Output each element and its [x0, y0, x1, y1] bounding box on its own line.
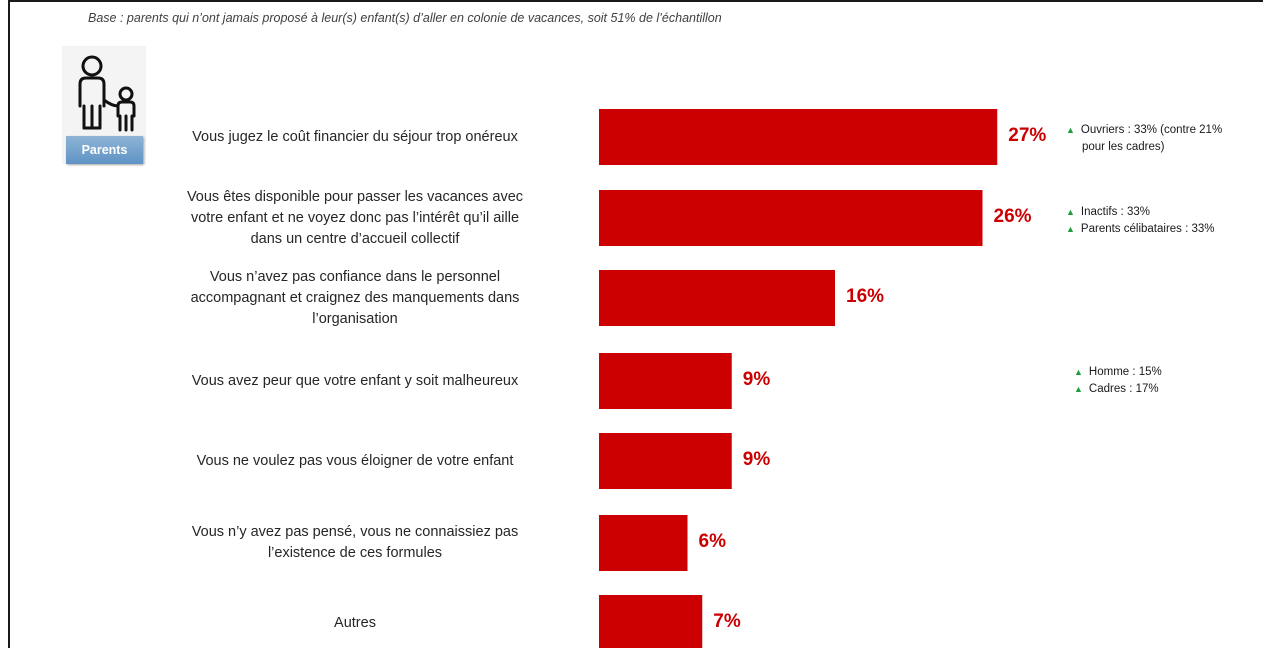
- category-label-line: l’existence de ces formules: [267, 545, 443, 561]
- category-label-3: Vous n’avez pas confiance dans le person…: [135, 267, 575, 330]
- bar-5: [599, 433, 732, 489]
- category-label-line: Vous avez peur que votre enfant y soit m…: [191, 372, 519, 389]
- category-label-line: votre enfant et ne voyez donc pas l’inté…: [190, 209, 520, 226]
- bar-3: [599, 270, 835, 326]
- chart-frame: [8, 0, 1263, 648]
- category-label-4: Vous avez peur que votre enfant y soit m…: [135, 371, 575, 392]
- category-label-2: Vous êtes disponible pour passer les vac…: [135, 187, 575, 250]
- subgroup-note-text: Parents célibataires : 33%: [1080, 223, 1215, 235]
- parents-badge: Parents: [66, 136, 143, 164]
- category-label-line: Vous n’y avez pas pensé, vous ne connais…: [191, 524, 519, 540]
- value-label-2: 26%: [993, 206, 1032, 227]
- category-label-line: Vous êtes disponible pour passer les vac…: [186, 188, 524, 205]
- subgroup-note-text: Homme : 15%: [1088, 366, 1162, 378]
- subgroup-note-text: Inactifs : 33%: [1080, 206, 1150, 218]
- subgroup-note-text: Cadres : 17%: [1088, 383, 1159, 395]
- value-label-1: 27%: [1008, 125, 1047, 146]
- category-label-1: Vous jugez le coût financier du séjour t…: [135, 127, 575, 148]
- value-label-6: 6%: [698, 531, 726, 552]
- subgroup-note-4: ▲ Homme : 15% ▲ Cadres : 17%: [1074, 364, 1162, 398]
- category-label-line: dans un centre d’accueil collectif: [250, 230, 460, 247]
- up-triangle-icon: ▲: [1066, 207, 1075, 217]
- subgroup-note-continuation: pour les cadres): [1082, 141, 1165, 153]
- subgroup-note-text: Ouvriers : 33% (contre 21%: [1080, 124, 1223, 136]
- category-label-line: l’organisation: [312, 310, 398, 327]
- subgroup-note-2: ▲ Inactifs : 33% ▲ Parents célibataires : 3…: [1066, 204, 1215, 238]
- bar-2: [599, 190, 983, 246]
- category-label-7: Autres: [135, 613, 575, 634]
- category-label-line: Vous jugez le coût financier du séjour t…: [192, 128, 518, 145]
- category-label-6: Vous n’y avez pas pensé, vous ne connais…: [135, 522, 575, 564]
- bar-4: [599, 353, 732, 409]
- category-label-line: accompagnant et craignez des manquements…: [190, 289, 520, 306]
- category-label-line: Vous n’avez pas confiance dans le person…: [209, 268, 501, 285]
- up-triangle-icon: ▲: [1066, 224, 1075, 234]
- category-label-line: Vous ne voulez pas vous éloigner de votr…: [196, 452, 514, 469]
- bar-1: [599, 109, 998, 165]
- subgroup-note-1: ▲ Ouvriers : 33% (contre 21% pour les cadr…: [1066, 122, 1222, 156]
- up-triangle-icon: ▲: [1074, 384, 1083, 394]
- parent-and-child-icon: [78, 55, 136, 132]
- value-label-4: 9%: [742, 369, 771, 390]
- category-label-line: Autres: [334, 614, 376, 631]
- up-triangle-icon: ▲: [1066, 125, 1075, 135]
- up-triangle-icon: ▲: [1074, 367, 1083, 377]
- bar-6: [599, 515, 688, 571]
- value-label-7: 7%: [713, 611, 741, 632]
- value-label-3: 16%: [846, 286, 885, 307]
- value-label-5: 9%: [742, 449, 771, 470]
- category-label-5: Vous ne voulez pas vous éloigner de votr…: [135, 451, 575, 472]
- base-note: Base : parents qui n’ont jamais proposé …: [88, 11, 722, 25]
- bar-7: [599, 595, 703, 648]
